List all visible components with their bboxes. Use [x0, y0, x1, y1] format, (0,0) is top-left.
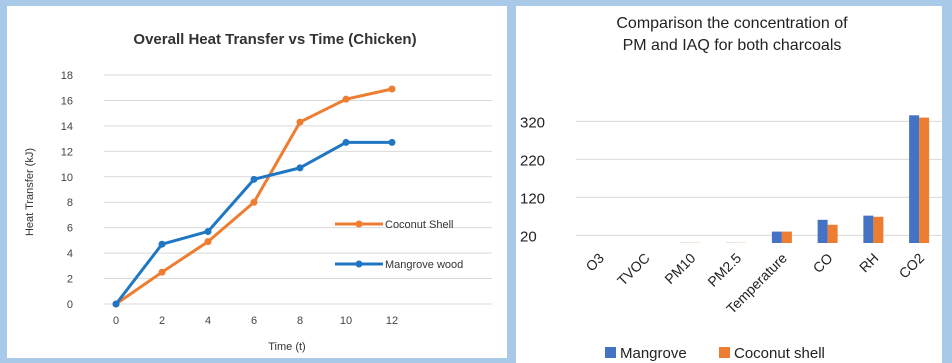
bar-x-tick-label: PM2.5: [704, 250, 744, 290]
line-chart-title: Overall Heat Transfer vs Time (Chicken): [133, 31, 416, 48]
line-data-point: [204, 227, 212, 235]
heat-transfer-chart-panel: Overall Heat Transfer vs Time (Chicken) …: [7, 6, 507, 358]
bar-chart-title-line-1: Comparison the concentration of: [616, 15, 848, 32]
bar-x-tick-label: TVOC: [614, 250, 653, 289]
line-y-tick-label: 0: [67, 299, 73, 311]
line-data-point: [342, 95, 350, 103]
line-y-tick-label: 4: [67, 248, 73, 260]
line-x-tick-label: 10: [340, 315, 352, 327]
bar-y-tick-label: 120: [520, 190, 545, 207]
line-y-tick-label: 10: [61, 172, 73, 184]
bar-coconut-shell: [919, 117, 930, 243]
bar-mangrove: [863, 215, 874, 243]
line-chart-y-axis-label: Heat Transfer (kJ): [24, 148, 36, 236]
line-legend-marker: [355, 220, 363, 228]
bar-legend-swatch: [719, 347, 730, 358]
line-y-tick-label: 8: [67, 197, 73, 209]
line-data-point: [250, 198, 258, 206]
line-data-point: [342, 138, 350, 146]
line-data-point: [296, 118, 304, 126]
bar-mangrove: [817, 219, 828, 243]
line-series-coconut-shell: [115, 87, 393, 306]
bar-y-tick-label: 220: [520, 152, 545, 169]
bar-chart-title-line-2: PM and IAQ for both charcoals: [623, 37, 842, 54]
line-y-tick-label: 6: [67, 223, 73, 235]
line-data-point: [388, 85, 396, 93]
iaq-bar-chart: Comparison the concentration of PM and I…: [520, 15, 942, 362]
bar-y-tick-label: 20: [520, 228, 537, 245]
bar-x-tick-label: CO2: [896, 250, 928, 282]
bar-x-tick-label: O3: [582, 250, 607, 275]
line-y-tick-label: 16: [61, 95, 73, 107]
bar-legend-label: Mangrove: [620, 345, 687, 362]
line-data-point: [388, 138, 396, 146]
line-y-tick-label: 18: [61, 70, 73, 82]
line-data-point: [204, 238, 212, 246]
line-y-tick-label: 12: [61, 146, 73, 158]
line-legend-marker: [355, 260, 363, 268]
line-chart-x-axis-label: Time (t): [268, 341, 305, 353]
bar-mangrove: [771, 231, 782, 243]
bar-coconut-shell: [781, 231, 792, 243]
line-data-point: [158, 240, 166, 248]
line-y-tick-label: 14: [61, 121, 73, 133]
line-data-point: [158, 268, 166, 276]
line-legend-label: Coconut Shell: [385, 219, 454, 231]
bar-legend-swatch: [605, 347, 616, 358]
iaq-comparison-chart-panel: Comparison the concentration of PM and I…: [516, 6, 942, 363]
bar-coconut-shell: [873, 216, 884, 243]
line-x-tick-label: 8: [297, 315, 303, 327]
bar-y-tick-label: 320: [520, 114, 545, 131]
bar-x-tick-label: RH: [856, 250, 882, 276]
bar-coconut-shell: [827, 224, 838, 243]
line-data-point: [296, 164, 304, 172]
line-y-tick-label: 2: [67, 274, 73, 286]
line-x-tick-label: 4: [205, 315, 211, 327]
line-x-tick-label: 6: [251, 315, 257, 327]
line-x-tick-label: 0: [113, 315, 119, 327]
line-legend-label: Mangrove wood: [385, 259, 463, 271]
heat-transfer-line-chart: Overall Heat Transfer vs Time (Chicken) …: [24, 31, 492, 353]
bar-mangrove: [909, 115, 920, 243]
bar-legend-label: Coconut shell: [734, 345, 825, 362]
line-data-point: [250, 175, 258, 183]
bar-x-tick-label: CO: [810, 250, 836, 276]
bar-x-tick-label: PM10: [661, 250, 698, 287]
line-data-point: [112, 300, 120, 308]
line-x-tick-label: 12: [386, 315, 398, 327]
line-x-tick-label: 2: [159, 315, 165, 327]
